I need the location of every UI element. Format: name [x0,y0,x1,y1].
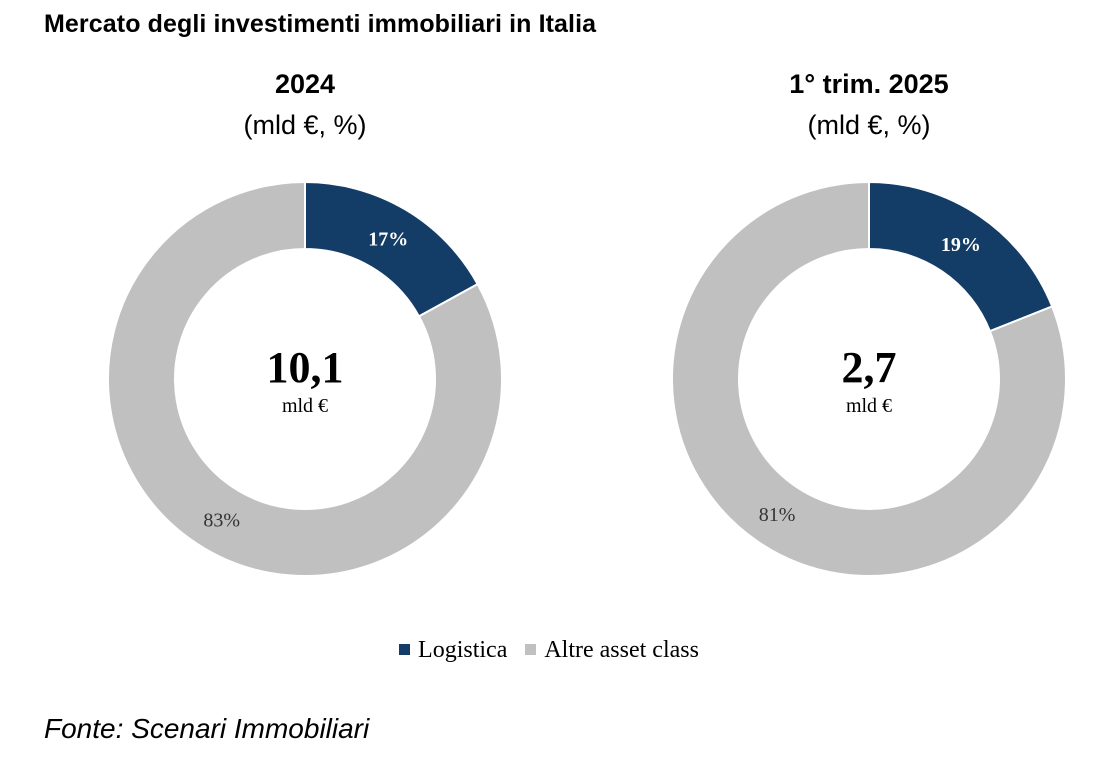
data-label-altre: 81% [759,504,796,526]
donut-slice-altre [107,180,503,577]
legend-swatch-altre [525,644,537,655]
legend-swatch-logistica [399,644,411,655]
data-label-logistica: 19% [941,234,981,256]
center-value: 2,7 [842,343,897,392]
center-value: 10,1 [267,343,344,392]
legend: Logistica Altre asset class [0,637,1098,664]
donut-chart-1: 2024 (mld €, %) 17% 83% 10,1 mld € [107,69,503,577]
donut-title: 2024 [275,69,335,99]
legend-label-logistica: Logistica [418,637,508,663]
donut-title: 1° trim. 2025 [789,69,948,99]
legend-item-logistica: Logistica [399,637,507,664]
donut-slice-altre [671,180,1067,577]
legend-label-altre: Altre asset class [544,637,699,663]
data-label-altre: 83% [203,510,240,532]
center-unit: mld € [846,395,892,417]
donut-chart-2: 1° trim. 2025 (mld €, %) 19% 81% 2,7 mld € [671,69,1067,577]
legend-item-altre: Altre asset class [525,637,699,664]
donut-subtitle: (mld €, %) [807,110,930,140]
data-label-logistica: 17% [368,228,408,250]
chart-title: Mercato degli investimenti immobiliari i… [44,10,597,38]
center-unit: mld € [282,395,328,417]
donut-slice-logistica [868,180,1054,333]
donut-subtitle: (mld €, %) [243,110,366,140]
source-note: Fonte: Scenari Immobiliari [44,713,370,744]
